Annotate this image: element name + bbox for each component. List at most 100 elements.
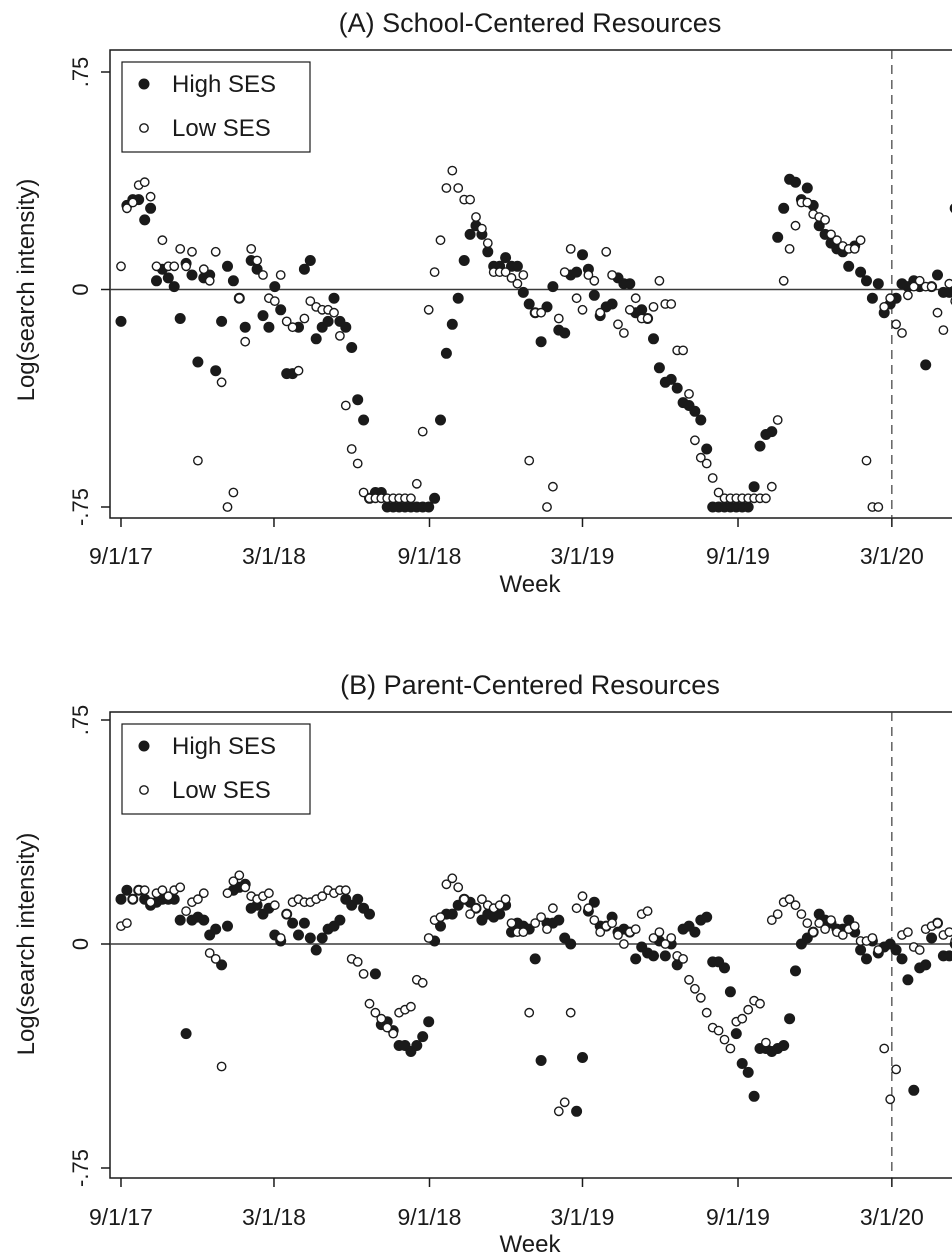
point-low-ses bbox=[725, 1043, 736, 1054]
point-low-ses bbox=[192, 455, 203, 466]
point-low-ses bbox=[228, 876, 239, 887]
point-high-ses bbox=[701, 911, 713, 923]
legend-marker-low-ses bbox=[139, 785, 149, 795]
chart-title: (B) Parent-Centered Resources bbox=[340, 670, 720, 700]
point-low-ses bbox=[938, 325, 949, 335]
point-high-ses bbox=[606, 298, 618, 310]
point-low-ses bbox=[435, 912, 446, 922]
point-low-ses bbox=[447, 873, 458, 884]
point-high-ses bbox=[304, 254, 316, 266]
point-low-ses bbox=[802, 197, 813, 208]
point-low-ses bbox=[548, 903, 558, 914]
point-high-ses bbox=[778, 1039, 790, 1051]
point-high-ses bbox=[216, 959, 228, 971]
point-low-ses bbox=[334, 330, 345, 341]
point-low-ses bbox=[317, 891, 328, 902]
point-low-ses bbox=[441, 183, 452, 193]
point-low-ses bbox=[589, 275, 600, 286]
y-tick-label: -.75 bbox=[68, 1149, 93, 1187]
point-high-ses bbox=[588, 289, 600, 301]
point-high-ses bbox=[429, 492, 441, 504]
point-low-ses bbox=[204, 275, 215, 286]
x-tick-label: 3/1/18 bbox=[242, 1204, 306, 1230]
point-high-ses bbox=[452, 292, 464, 304]
point-low-ses bbox=[873, 502, 884, 512]
point-high-ses bbox=[298, 917, 310, 929]
point-low-ses bbox=[897, 328, 907, 338]
y-tick-label: 0 bbox=[68, 938, 93, 950]
point-high-ses bbox=[423, 501, 435, 513]
point-high-ses bbox=[523, 298, 535, 310]
point-low-ses bbox=[228, 487, 239, 498]
point-high-ses bbox=[316, 932, 328, 944]
point-low-ses bbox=[796, 909, 807, 919]
point-low-ses bbox=[417, 977, 428, 988]
point-low-ses bbox=[116, 261, 126, 272]
point-low-ses bbox=[423, 933, 434, 943]
legend-box bbox=[121, 61, 311, 153]
point-low-ses bbox=[903, 290, 913, 301]
point-low-ses bbox=[684, 974, 694, 985]
point-low-ses bbox=[678, 954, 688, 964]
point-low-ses bbox=[145, 897, 156, 908]
legend-marker-high-ses bbox=[138, 740, 150, 752]
point-low-ses bbox=[571, 293, 582, 304]
point-high-ses bbox=[210, 923, 222, 935]
point-low-ses bbox=[429, 267, 440, 277]
point-low-ses bbox=[867, 933, 878, 943]
point-low-ses bbox=[837, 930, 848, 940]
point-high-ses bbox=[553, 914, 565, 926]
point-low-ses bbox=[944, 278, 952, 289]
point-low-ses bbox=[471, 212, 481, 222]
point-low-ses bbox=[690, 435, 700, 446]
point-low-ses bbox=[358, 487, 369, 498]
point-low-ses bbox=[411, 478, 422, 489]
point-high-ses bbox=[446, 318, 458, 330]
point-high-ses bbox=[843, 260, 855, 272]
point-low-ses bbox=[175, 882, 186, 893]
point-low-ses bbox=[293, 365, 304, 376]
point-high-ses bbox=[719, 962, 731, 974]
legend-marker-high-ses bbox=[138, 78, 150, 90]
point-low-ses bbox=[240, 882, 251, 893]
point-high-ses bbox=[162, 272, 174, 284]
point-low-ses bbox=[234, 870, 245, 881]
point-low-ses bbox=[252, 255, 263, 266]
point-high-ses bbox=[369, 968, 381, 980]
point-low-ses bbox=[471, 903, 481, 914]
point-low-ses bbox=[879, 1043, 890, 1054]
point-low-ses bbox=[506, 918, 517, 928]
point-low-ses bbox=[826, 229, 836, 240]
point-high-ses bbox=[920, 359, 932, 371]
point-low-ses bbox=[269, 900, 280, 911]
point-low-ses bbox=[885, 1094, 896, 1105]
point-low-ses bbox=[275, 933, 286, 943]
point-low-ses bbox=[684, 388, 694, 399]
y-axis-label: Log(search intensity) bbox=[13, 833, 40, 1056]
point-high-ses bbox=[269, 281, 281, 293]
y-axis-title: Log(search intensity) bbox=[13, 179, 40, 402]
point-low-ses bbox=[157, 885, 168, 896]
point-high-ses bbox=[168, 281, 180, 293]
point-high-ses bbox=[145, 202, 157, 214]
point-low-ses bbox=[553, 1106, 564, 1117]
point-high-ses bbox=[571, 1105, 583, 1117]
point-high-ses bbox=[192, 356, 204, 368]
legend-label-high-ses: High SES bbox=[172, 733, 276, 760]
x-tick-label: 9/1/17 bbox=[89, 1204, 153, 1230]
point-high-ses bbox=[695, 414, 707, 426]
point-low-ses bbox=[281, 316, 292, 327]
point-low-ses bbox=[737, 1013, 748, 1024]
y-tick-label: 0 bbox=[68, 283, 93, 295]
point-low-ses bbox=[577, 891, 588, 902]
point-low-ses bbox=[287, 322, 298, 333]
x-tick-label: 9/1/19 bbox=[706, 1204, 770, 1230]
point-low-ses bbox=[518, 270, 529, 280]
point-low-ses bbox=[358, 969, 369, 979]
point-low-ses bbox=[832, 235, 842, 246]
legend-box bbox=[121, 723, 311, 815]
point-high-ses bbox=[340, 321, 352, 333]
point-high-ses bbox=[275, 304, 287, 316]
point-high-ses bbox=[115, 315, 127, 327]
